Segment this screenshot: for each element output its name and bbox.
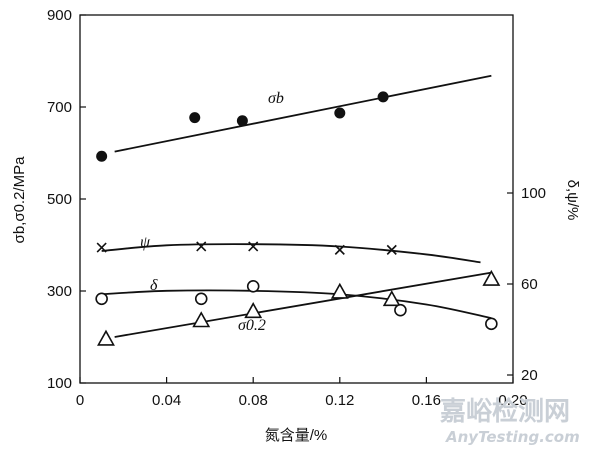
y2-tick-label: 100 xyxy=(521,185,546,202)
label-sigma-02: σ0.2 xyxy=(238,317,266,334)
y-tick-label: 500 xyxy=(47,191,72,208)
point-σ0.2 xyxy=(382,290,401,307)
point-σb xyxy=(334,107,346,119)
point-ψ xyxy=(196,241,207,252)
point-ψ xyxy=(248,241,259,252)
x-tick-label: 0 xyxy=(76,392,84,409)
point-σ0.2 xyxy=(482,269,501,286)
fit-line-δ xyxy=(101,289,492,320)
point-σb xyxy=(236,115,248,127)
x-axis-title: 氮含量/% xyxy=(265,427,328,444)
point-ψ xyxy=(334,244,345,255)
point-σ0.2 xyxy=(97,329,115,346)
x-tick-label: 0.08 xyxy=(239,392,268,409)
fit-line-ψ xyxy=(101,243,481,264)
fit-lines xyxy=(101,74,492,338)
point-σ0.2 xyxy=(244,302,263,319)
plot-frame xyxy=(79,14,514,384)
label-delta: δ xyxy=(150,277,158,294)
watermark-en: AnyTesting.com xyxy=(445,428,580,446)
point-δ xyxy=(394,303,407,317)
axis-ticks: 0 0.04 0.08 0.12 0.16 0.20 100 300 500 700 900 20 60… xyxy=(47,7,546,409)
point-ψ xyxy=(96,242,107,253)
x-tick-label: 0.20 xyxy=(498,392,527,409)
y2-axis-title: δ,ψ/% xyxy=(564,180,581,221)
label-psi: ψ xyxy=(140,234,151,251)
fit-line-σb xyxy=(114,74,492,153)
y-tick-label: 100 xyxy=(47,375,72,392)
point-σ0.2 xyxy=(330,282,349,299)
watermark-cn: 嘉峪检测网 xyxy=(440,396,570,427)
x-tick-label: 0.12 xyxy=(325,392,354,409)
y-tick-label: 300 xyxy=(47,283,72,300)
y2-tick-label: 60 xyxy=(521,276,538,293)
fit-line-σ0.2 xyxy=(114,271,492,338)
point-δ xyxy=(194,292,208,306)
label-sigma-b: σb xyxy=(268,90,284,107)
point-δ xyxy=(485,317,498,331)
y2-tick-label: 20 xyxy=(521,367,538,384)
y-axis-title: σb,σ0.2/MPa xyxy=(11,156,28,244)
point-σb xyxy=(96,150,108,162)
x-tick-label: 0.16 xyxy=(412,392,441,409)
point-δ xyxy=(95,292,108,306)
point-σ0.2 xyxy=(192,311,211,328)
point-σb xyxy=(189,112,201,124)
data-marks xyxy=(95,91,501,346)
y-tick-label: 900 xyxy=(47,7,72,24)
y-tick-label: 700 xyxy=(47,99,72,116)
point-σb xyxy=(377,91,389,103)
point-δ xyxy=(246,279,260,293)
point-ψ xyxy=(386,244,397,255)
x-tick-label: 0.04 xyxy=(152,392,181,409)
